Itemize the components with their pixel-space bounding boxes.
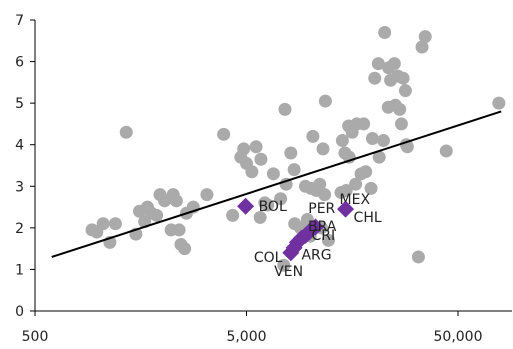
point-label-mex: MEX <box>340 192 371 208</box>
data-point <box>169 194 183 208</box>
data-point <box>335 134 349 148</box>
data-point <box>318 94 332 108</box>
data-point <box>372 150 386 164</box>
data-point <box>368 71 382 85</box>
data-point <box>172 223 186 237</box>
data-point <box>371 57 385 71</box>
data-point <box>359 165 373 179</box>
data-point <box>318 188 332 202</box>
highlight-point <box>337 200 355 218</box>
y-tick-label: 6 <box>15 55 24 71</box>
y-tick-label: 0 <box>15 304 24 320</box>
y-tick-label: 1 <box>15 262 24 278</box>
y-tick-label: 7 <box>15 13 24 29</box>
data-point <box>200 188 214 202</box>
data-point <box>245 165 259 179</box>
data-point <box>365 131 379 145</box>
highlight-point <box>307 218 325 236</box>
point-label-cri: CRI <box>312 228 336 244</box>
y-tick-label: 4 <box>15 138 24 154</box>
data-point <box>278 102 292 116</box>
data-point <box>261 198 275 212</box>
point-label-ven: VEN <box>274 264 303 280</box>
point-label-arg: ARG <box>301 247 331 263</box>
point-label-chl: CHL <box>354 210 382 226</box>
data-point <box>316 142 330 156</box>
data-point <box>274 192 288 206</box>
data-point <box>439 144 453 158</box>
data-point <box>321 233 335 247</box>
trend-line-group <box>51 110 502 258</box>
data-point <box>266 167 280 181</box>
data-point <box>96 217 110 231</box>
data-point <box>150 208 164 222</box>
highlight-point <box>237 197 255 215</box>
data-point <box>364 181 378 195</box>
point-label-col: COL <box>254 250 283 266</box>
y-tick-label: 3 <box>15 179 24 195</box>
data-point <box>284 146 298 160</box>
point-label-bol: BOL <box>259 199 287 215</box>
data-point <box>418 30 432 44</box>
point-label-per: PER <box>308 201 335 217</box>
data-point <box>492 96 506 110</box>
data-point <box>237 142 251 156</box>
trend-line <box>51 110 502 258</box>
data-point <box>253 210 267 224</box>
highlighted-points <box>237 197 355 262</box>
point-label-bra: BRA <box>308 219 337 235</box>
data-point <box>108 217 122 231</box>
data-point <box>119 125 133 139</box>
data-point <box>411 250 425 264</box>
data-point <box>306 129 320 143</box>
data-point <box>178 242 192 256</box>
y-tick-label: 2 <box>15 221 24 237</box>
axes: 0 1 2 3 4 5 6 7 500 5,000 50,000 <box>15 13 512 345</box>
x-tick-label: 500 <box>22 329 49 345</box>
data-point <box>313 177 327 191</box>
x-tick-label: 50,000 <box>434 329 483 345</box>
data-point <box>339 183 353 197</box>
data-point <box>287 163 301 177</box>
data-point <box>376 134 390 148</box>
data-point <box>217 127 231 141</box>
data-point <box>415 40 429 54</box>
x-tick-label: 5,000 <box>226 329 266 345</box>
data-point <box>249 140 263 154</box>
data-point <box>398 84 412 98</box>
data-point <box>254 152 268 166</box>
data-point <box>277 258 291 272</box>
data-point <box>393 102 407 116</box>
data-points <box>85 25 506 272</box>
data-point <box>387 57 401 71</box>
data-point <box>394 117 408 131</box>
data-point <box>349 177 363 191</box>
data-point <box>378 25 392 39</box>
data-point <box>357 117 371 131</box>
data-point <box>396 71 410 85</box>
y-tick-label: 5 <box>15 96 24 112</box>
data-point <box>226 208 240 222</box>
